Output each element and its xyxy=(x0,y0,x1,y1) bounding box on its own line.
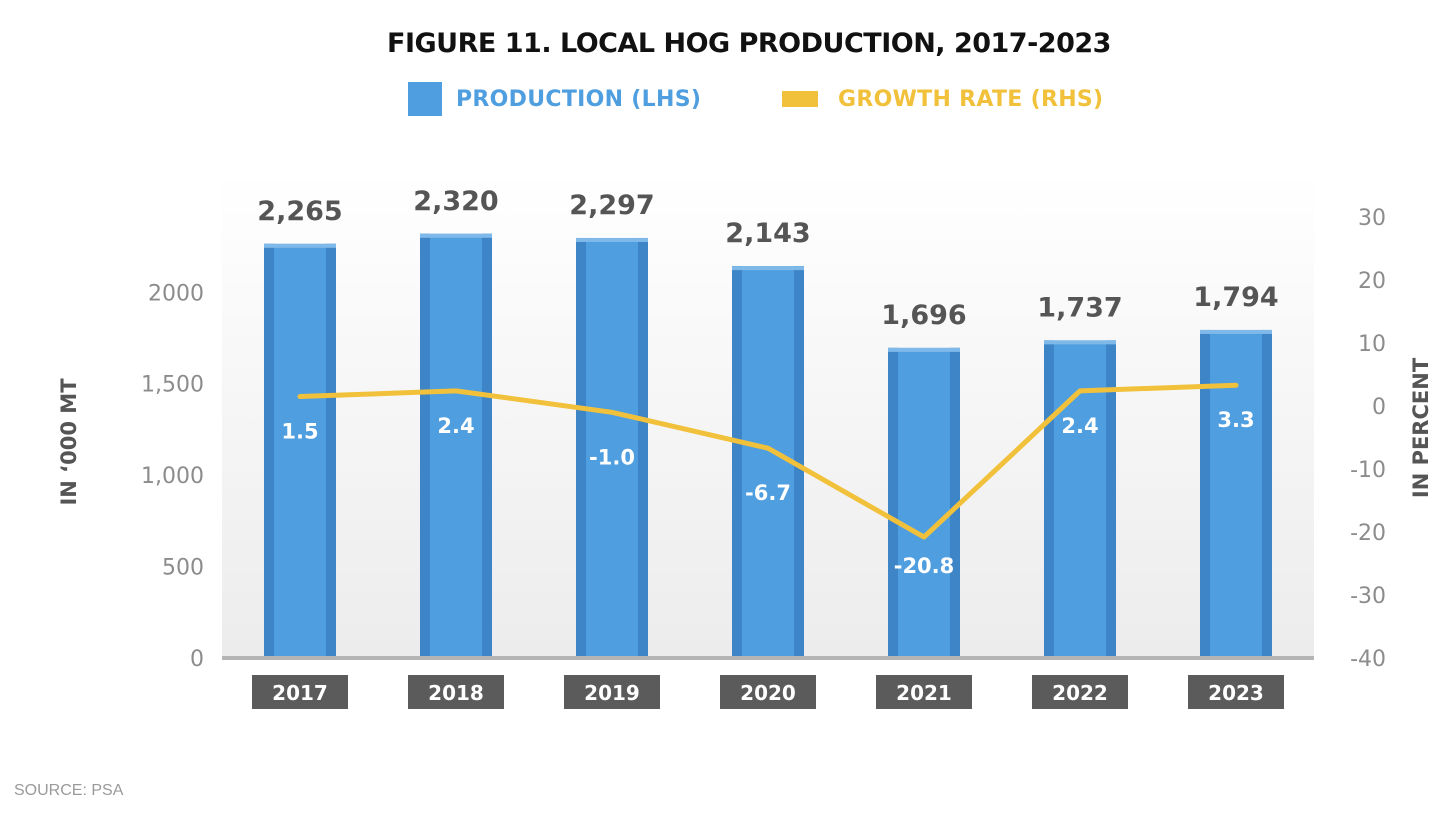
y-left-tick-label: 1,500 xyxy=(141,373,204,398)
bar-top-edge xyxy=(1200,329,1272,334)
growth-value-label: 3.3 xyxy=(1217,408,1254,432)
y-left-tick-label: 0 xyxy=(190,647,204,672)
x-tick-box xyxy=(564,675,660,709)
growth-value-label: 2.4 xyxy=(1061,414,1098,438)
bar-left-edge xyxy=(732,266,742,658)
x-tick-box xyxy=(252,675,348,709)
bar-value-label: 1,696 xyxy=(881,300,966,331)
legend-line-swatch xyxy=(782,91,818,107)
bar-2023 xyxy=(1200,329,1272,658)
y-left-tick-label: 2000 xyxy=(148,281,204,306)
bar-top-edge xyxy=(264,243,336,248)
bar-right-edge xyxy=(1106,340,1116,658)
x-tick-box xyxy=(1188,675,1284,709)
bar-body xyxy=(576,237,648,658)
x-tick-label: 2023 xyxy=(1208,681,1264,705)
bar-right-edge xyxy=(638,237,648,658)
source-note: SOURCE: PSA xyxy=(14,782,124,799)
growth-value-label: -6.7 xyxy=(745,481,791,505)
bar-right-edge xyxy=(950,347,960,658)
x-tick-label: 2020 xyxy=(740,681,796,705)
bar-top-edge xyxy=(732,266,804,271)
legend-bar-swatch xyxy=(408,82,442,116)
bar-value-label: 2,143 xyxy=(725,218,810,249)
x-tick-label: 2018 xyxy=(428,681,484,705)
bar-top-edge xyxy=(888,347,960,352)
y-right-tick-label: -30 xyxy=(1350,584,1386,609)
bar-value-label: 2,297 xyxy=(569,190,654,221)
bar-body xyxy=(420,233,492,658)
chart-title: FIGURE 11. LOCAL HOG PRODUCTION, 2017-20… xyxy=(387,28,1111,59)
bar-body xyxy=(888,347,960,658)
y-right-tick-label: -10 xyxy=(1350,458,1386,483)
x-tick-label: 2022 xyxy=(1052,681,1108,705)
bar-value-label: 2,320 xyxy=(413,186,498,217)
y-axis-left-label: IN ‘000 MT xyxy=(57,378,81,506)
x-tick-box xyxy=(1032,675,1128,709)
bar-left-edge xyxy=(576,237,586,658)
bar-top-edge xyxy=(1044,340,1116,345)
y-right-tick-label: -20 xyxy=(1350,521,1386,546)
bar-right-edge xyxy=(794,266,804,658)
bar-2021 xyxy=(888,347,960,658)
bar-right-edge xyxy=(326,243,336,659)
y-right-tick-label: -40 xyxy=(1350,647,1386,672)
growth-value-label: 1.5 xyxy=(281,420,318,444)
bar-body xyxy=(1200,329,1272,658)
x-tick-label: 2019 xyxy=(584,681,640,705)
legend-label-growth-rate: GROWTH RATE (RHS) xyxy=(838,86,1104,112)
growth-value-label: 2.4 xyxy=(437,414,474,438)
x-tick-box xyxy=(720,675,816,709)
bar-2019 xyxy=(576,237,648,658)
y-axis-right-label: IN PERCENT xyxy=(1409,357,1433,498)
legend-item-growth-rate: GROWTH RATE (RHS) xyxy=(782,82,1103,116)
legend-item-production: PRODUCTION (LHS) xyxy=(408,82,701,116)
x-tick-label: 2021 xyxy=(896,681,952,705)
growth-value-label: -1.0 xyxy=(589,445,635,469)
x-tick-label: 2017 xyxy=(272,681,328,705)
growth-rate-line xyxy=(297,382,1239,540)
y-left-tick-label: 1,000 xyxy=(141,464,204,489)
bar-left-edge xyxy=(1044,340,1054,658)
bar-body xyxy=(264,243,336,659)
bar-2018 xyxy=(420,233,492,658)
x-tick-box xyxy=(408,675,504,709)
bar-left-edge xyxy=(264,243,274,659)
bar-value-label: 2,265 xyxy=(257,196,342,227)
y-left-tick-label: 500 xyxy=(162,556,204,581)
legend-label-production: PRODUCTION (LHS) xyxy=(456,86,702,112)
bar-top-edge xyxy=(420,233,492,238)
bar-left-edge xyxy=(420,233,430,658)
y-right-tick-label: 30 xyxy=(1358,206,1386,231)
bar-top-edge xyxy=(576,237,648,242)
y-right-tick-label: 0 xyxy=(1372,395,1386,420)
y-right-tick-label: 10 xyxy=(1358,332,1386,357)
bar-left-edge xyxy=(1200,329,1210,658)
x-tick-box xyxy=(876,675,972,709)
bar-2017 xyxy=(264,243,336,659)
bar-value-label: 1,737 xyxy=(1037,292,1122,323)
growth-value-label: -20.8 xyxy=(894,554,955,578)
bar-left-edge xyxy=(888,347,898,658)
bar-right-edge xyxy=(1262,329,1272,658)
bar-value-label: 1,794 xyxy=(1193,282,1278,313)
y-right-tick-label: 20 xyxy=(1358,269,1386,294)
bar-right-edge xyxy=(482,233,492,658)
